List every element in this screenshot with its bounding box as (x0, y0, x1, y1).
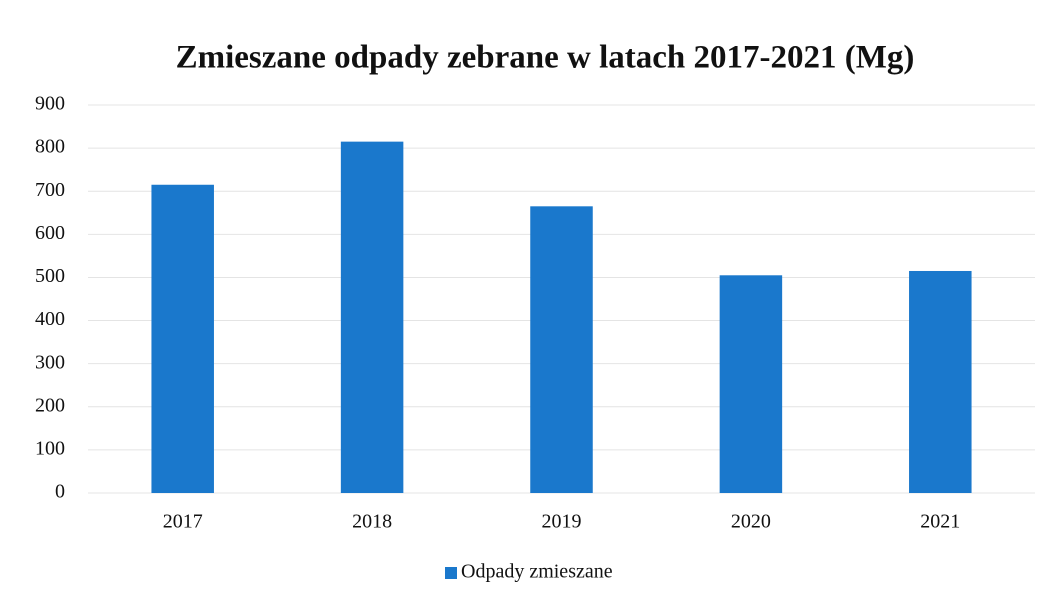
y-tick-label: 500 (35, 265, 65, 287)
bar (151, 184, 214, 493)
x-tick-label: 2017 (163, 511, 203, 533)
legend-swatch (445, 567, 457, 579)
x-tick-label: 2020 (731, 511, 771, 533)
bar (909, 270, 972, 493)
legend-label: Odpady zmieszane (461, 561, 613, 583)
x-tick-label: 2021 (920, 511, 960, 533)
y-tick-label: 400 (35, 308, 65, 330)
x-tick-label: 2018 (352, 511, 392, 533)
y-tick-label: 800 (35, 136, 65, 158)
x-tick-label: 2019 (542, 511, 582, 533)
bar (530, 206, 593, 494)
y-tick-label: 100 (35, 437, 65, 459)
bar (340, 141, 404, 493)
bar (719, 275, 783, 493)
y-tick-label: 300 (35, 351, 65, 373)
y-tick-label: 700 (35, 179, 65, 201)
y-tick-label: 900 (35, 93, 65, 115)
chart-title: Zmieszane odpady zebrane w latach 2017-2… (176, 40, 915, 76)
y-tick-label: 200 (35, 394, 65, 416)
y-tick-label: 0 (55, 481, 65, 503)
y-tick-label: 600 (35, 222, 65, 244)
